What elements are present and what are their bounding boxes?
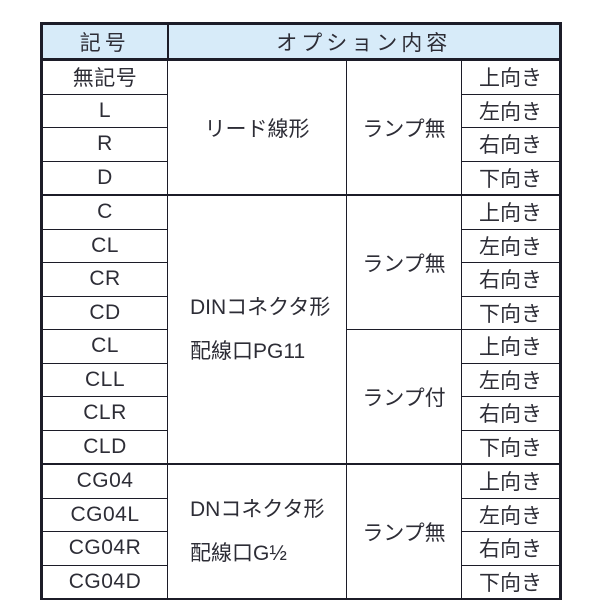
table-row: CG04D 下向き <box>41 564 562 600</box>
table-row: CL 左向き <box>41 228 562 263</box>
lamp-cell: ランプ無 <box>346 463 462 600</box>
code-cell: CLR <box>41 396 168 431</box>
table-row: C DINコネクタ形 配線口PG11 ランプ無 上向き <box>41 194 562 465</box>
direction-cell: 左向き <box>460 362 562 397</box>
code-cell: CLL <box>41 362 168 397</box>
direction-cell: 上向き <box>460 463 562 499</box>
lamp-cell: ランプ無 <box>346 58 462 196</box>
code-cell: L <box>41 93 168 128</box>
code-cell: CL <box>41 329 168 364</box>
direction-cell: 左向き <box>460 497 562 532</box>
table-row: L 左向き <box>41 93 562 128</box>
code-cell: C <box>41 194 168 230</box>
code-cell: CD <box>41 295 168 330</box>
lamp-cell: ランプ付 <box>346 329 462 465</box>
direction-cell: 左向き <box>460 228 562 263</box>
symbol-header-cell: 記号 <box>41 23 169 61</box>
connector-type-line1: DNコネクタ形 <box>190 497 325 521</box>
direction-cell: 下向き <box>460 160 562 196</box>
direction-cell: 右向き <box>460 531 562 566</box>
code-cell: D <box>41 160 168 196</box>
direction-cell: 上向き <box>460 58 562 95</box>
code-cell: CL <box>41 228 168 263</box>
direction-cell: 左向き <box>460 93 562 128</box>
code-cell: CG04R <box>41 531 168 566</box>
table-row: CD 下向き <box>41 295 562 330</box>
code-cell: CLD <box>41 429 168 465</box>
direction-cell: 右向き <box>460 396 562 431</box>
direction-cell: 上向き <box>460 329 562 364</box>
option-header-cell: オプション内容 <box>166 23 562 61</box>
direction-cell: 右向き <box>460 127 562 162</box>
code-cell: CG04L <box>41 497 168 532</box>
code-cell: R <box>41 127 168 162</box>
header-row: 記号 オプション内容 <box>41 23 562 61</box>
table-row: CLR 右向き <box>41 396 562 431</box>
table-row: CG04 DNコネクタ形 配線口G½ ランプ無 上向き <box>41 463 562 600</box>
code-cell: CR <box>41 262 168 297</box>
direction-cell: 下向き <box>460 564 562 600</box>
direction-cell: 下向き <box>460 295 562 330</box>
code-cell: CG04D <box>41 564 168 600</box>
table-row: 無記号 リード線形 ランプ無 上向き <box>41 58 562 196</box>
code-cell: CG04 <box>41 463 168 499</box>
connector-type-cell: DINコネクタ形 配線口PG11 <box>167 194 347 465</box>
direction-cell: 右向き <box>460 262 562 297</box>
connector-type-cell: リード線形 <box>167 58 347 196</box>
connector-type-line1: DINコネクタ形 <box>190 295 331 319</box>
direction-cell: 下向き <box>460 429 562 465</box>
direction-cell: 上向き <box>460 194 562 230</box>
table-row: CLL 左向き <box>41 362 562 397</box>
options-table: 記号 オプション内容 無記号 リード線形 ランプ無 上向き L 左向き R 右向… <box>40 22 563 600</box>
table-row: D 下向き <box>41 160 562 196</box>
code-cell: 無記号 <box>41 58 168 95</box>
table-row: CR 右向き <box>41 262 562 297</box>
connector-type-cell: DNコネクタ形 配線口G½ <box>167 463 347 600</box>
connector-type-line2: 配線口G½ <box>190 541 287 565</box>
connector-type-line2: 配線口PG11 <box>190 339 306 363</box>
lamp-cell: ランプ無 <box>346 194 462 330</box>
